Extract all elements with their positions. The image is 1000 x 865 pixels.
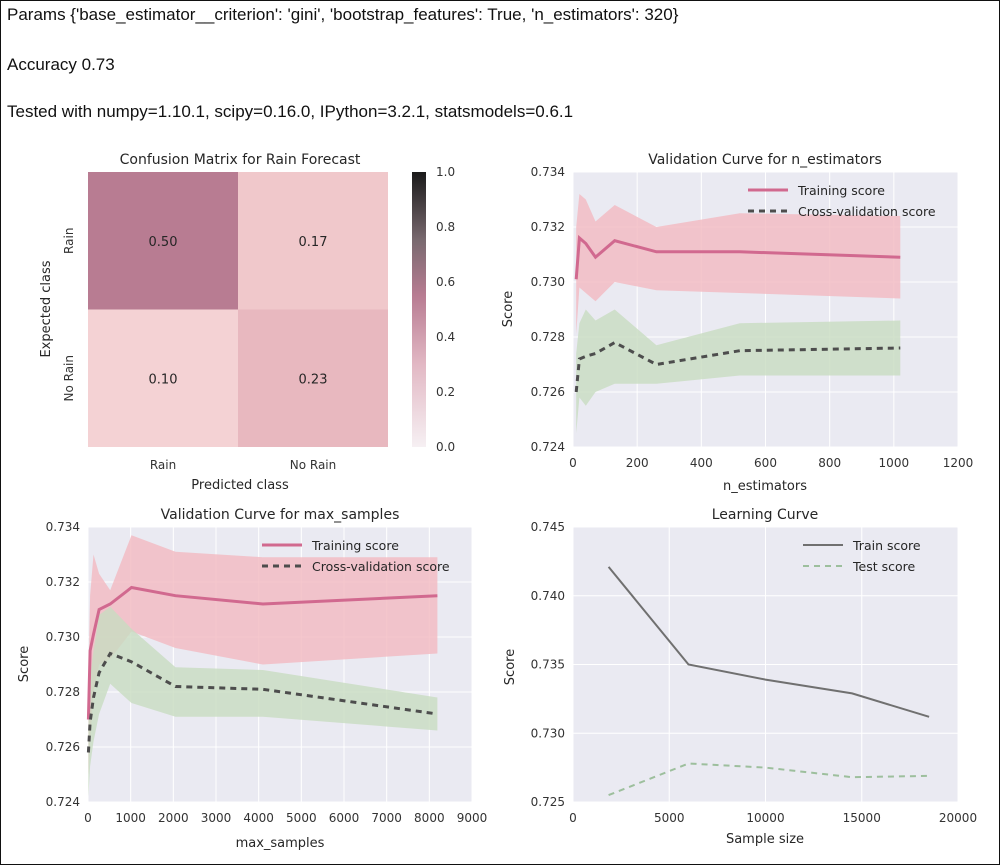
x-tick-label: Rain bbox=[150, 458, 176, 472]
y-tick-label: 0.730 bbox=[531, 726, 565, 740]
x-tick-label: 1000 bbox=[879, 456, 910, 470]
colorbar-tick-label: 0.2 bbox=[436, 385, 455, 399]
x-tick-label: 0 bbox=[84, 811, 92, 825]
x-axis-label: n_estimators bbox=[723, 479, 807, 494]
x-tick-label: 2000 bbox=[158, 811, 189, 825]
y-tick-label: 0.730 bbox=[531, 275, 565, 289]
confidence-band bbox=[576, 309, 901, 434]
x-tick-label: 9000 bbox=[457, 811, 488, 825]
series-line bbox=[574, 234, 901, 280]
x-tick-label: 8000 bbox=[414, 811, 445, 825]
x-tick-label: 1000 bbox=[115, 811, 146, 825]
x-tick-label: 7000 bbox=[371, 811, 402, 825]
legend-label: Test score bbox=[852, 559, 915, 574]
x-tick-label: 0 bbox=[569, 811, 577, 825]
y-tick-label: 0.726 bbox=[46, 740, 80, 754]
y-tick-label: No Rain bbox=[62, 355, 76, 402]
y-tick-label: 0.734 bbox=[531, 165, 565, 179]
versions-text: Tested with numpy=1.10.1, scipy=0.16.0, … bbox=[7, 102, 574, 121]
x-tick-label: 10000 bbox=[746, 811, 784, 825]
confusion-matrix-xlabel: Predicted class bbox=[191, 478, 289, 493]
x-tick-label: 0 bbox=[569, 456, 577, 470]
plot-layer: 0 1000 2000 3000 4000 5000 6000 7000 8000 9000 0.7… bbox=[46, 520, 488, 825]
confusion-matrix-title: Confusion Matrix for Rain Forecast bbox=[120, 152, 361, 168]
x-tick-label: 1200 bbox=[943, 456, 974, 470]
y-tick-label: 0.725 bbox=[531, 795, 565, 809]
y-tick-label: 0.728 bbox=[531, 330, 565, 344]
validation-curve-n-estimators-chart: 0 200 400 600 800 1000 1200 0.724 0.726 0.728 0.73… bbox=[501, 152, 973, 494]
y-tick-label: Rain bbox=[62, 228, 76, 254]
heatmap-cell-label: 0.23 bbox=[299, 372, 328, 387]
x-tick-label: 20000 bbox=[939, 811, 977, 825]
x-tick-label: 15000 bbox=[843, 811, 881, 825]
params-text: Params {'base_estimator__criterion': 'gi… bbox=[7, 5, 679, 24]
x-tick-label: 800 bbox=[818, 456, 841, 470]
colorbar bbox=[412, 172, 426, 447]
confusion-matrix-chart: Confusion Matrix for Rain Forecast 0.50 0… bbox=[39, 152, 455, 493]
series-line bbox=[86, 651, 438, 753]
colorbar-tick-label: 0.0 bbox=[436, 440, 455, 454]
y-axis-label: Score bbox=[17, 646, 32, 682]
y-tick-label: 0.732 bbox=[46, 575, 80, 589]
y-tick-label: 0.732 bbox=[531, 220, 565, 234]
confusion-matrix-ylabel: Expected class bbox=[39, 260, 54, 357]
y-tick-label: 0.735 bbox=[531, 658, 565, 672]
confidence-band bbox=[576, 194, 901, 335]
colorbar-tick-label: 0.4 bbox=[436, 330, 455, 344]
heatmap-cell bbox=[238, 309, 388, 447]
colorbar-tick-label: 0.6 bbox=[436, 275, 455, 289]
legend-label: Train score bbox=[852, 538, 921, 553]
legend-label: Cross-validation score bbox=[312, 559, 450, 574]
colorbar-ticks: 0.0 0.2 0.4 0.6 0.8 1.0 bbox=[436, 165, 455, 454]
validation-curve-max-samples-chart: 0 1000 2000 3000 4000 5000 6000 7000 8000 9000 0.7… bbox=[17, 507, 487, 851]
plot-layer: 0 200 400 600 800 1000 1200 0.724 0.726 0.728 0.73… bbox=[531, 165, 974, 470]
x-axis-label: Sample size bbox=[726, 832, 804, 847]
y-tick-label: 0.740 bbox=[531, 589, 565, 603]
y-tick-label: 0.730 bbox=[46, 630, 80, 644]
y-tick-label: 0.734 bbox=[46, 520, 80, 534]
confidence-band bbox=[88, 606, 438, 797]
y-tick-label: 0.724 bbox=[531, 440, 565, 454]
chart-title: Learning Curve bbox=[712, 507, 819, 523]
heatmap-cells: 0.50 0.17 0.10 0.23 Rain No Rain Rain No Rain bbox=[62, 172, 388, 472]
series-line bbox=[574, 340, 901, 393]
y-tick-label: 0.728 bbox=[46, 685, 80, 699]
x-tick-label: 3000 bbox=[201, 811, 232, 825]
learning-curve-chart: 0 5000 10000 15000 20000 0.725 0.730 0.735 0.740… bbox=[503, 507, 977, 847]
chart-title: Validation Curve for n_estimators bbox=[648, 152, 882, 168]
plot-layer: 0 5000 10000 15000 20000 0.725 0.730 0.735 0.740… bbox=[531, 520, 977, 825]
x-tick-label: 5000 bbox=[654, 811, 685, 825]
legend-label: Training score bbox=[311, 538, 399, 553]
x-tick-label: No Rain bbox=[290, 458, 337, 472]
x-tick-label: 400 bbox=[690, 456, 713, 470]
x-tick-label: 600 bbox=[754, 456, 777, 470]
series-line bbox=[86, 585, 438, 720]
x-tick-label: 6000 bbox=[329, 811, 360, 825]
heatmap-cell bbox=[88, 309, 238, 447]
x-axis-label: max_samples bbox=[236, 836, 325, 851]
accuracy-text: Accuracy 0.73 bbox=[7, 55, 115, 74]
y-tick-label: 0.726 bbox=[531, 385, 565, 399]
x-tick-label: 4000 bbox=[243, 811, 274, 825]
series-line bbox=[607, 566, 930, 718]
legend-label: Cross-validation score bbox=[798, 204, 936, 219]
y-tick-label: 0.724 bbox=[46, 795, 80, 809]
colorbar-tick-label: 1.0 bbox=[436, 165, 455, 179]
heatmap-cell bbox=[238, 172, 388, 310]
y-axis-label: Score bbox=[503, 649, 518, 685]
x-tick-label: 200 bbox=[626, 456, 649, 470]
colorbar-tick-label: 0.8 bbox=[436, 220, 455, 234]
y-axis-label: Score bbox=[501, 291, 516, 327]
x-tick-label: 5000 bbox=[286, 811, 317, 825]
heatmap-cell-label: 0.17 bbox=[299, 235, 328, 250]
heatmap-cell-label: 0.10 bbox=[149, 372, 178, 387]
legend-label: Training score bbox=[797, 183, 885, 198]
series-line bbox=[608, 762, 930, 797]
chart-title: Validation Curve for max_samples bbox=[161, 507, 400, 523]
heatmap-cell-label: 0.50 bbox=[149, 235, 178, 250]
heatmap-cell bbox=[88, 172, 238, 310]
y-tick-label: 0.745 bbox=[531, 520, 565, 534]
